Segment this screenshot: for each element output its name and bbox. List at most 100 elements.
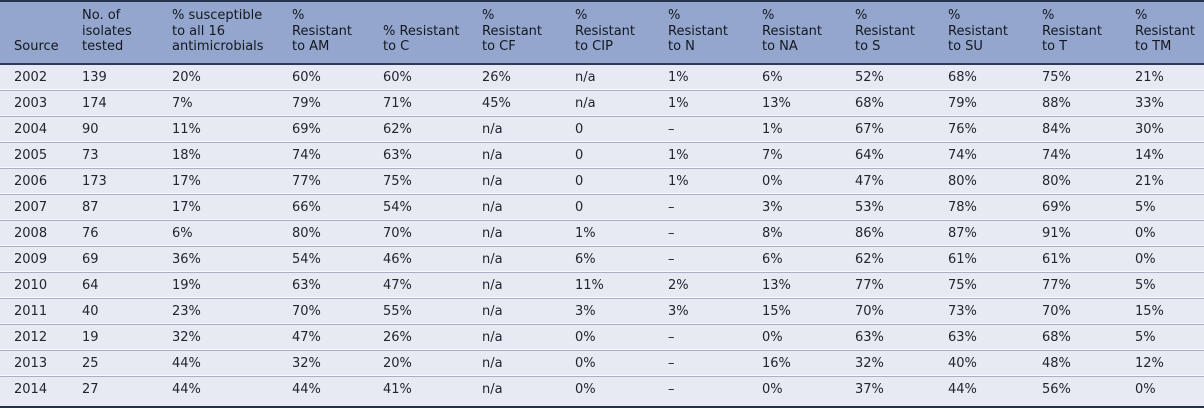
cell-cip: n/a — [561, 64, 654, 91]
cell-am: 69% — [278, 116, 369, 143]
cell-source: 2009 — [0, 246, 68, 273]
cell-susceptible: 11% — [158, 116, 278, 143]
column-header-t: % Resistant to T — [1028, 2, 1121, 65]
cell-na: 8% — [748, 220, 841, 247]
table-header: Source No. of isolates tested% susceptibl… — [0, 2, 1204, 65]
table-row: 2011 40 23% 70% 55% n/a 3% 3% 15% 70% 73% 70% 15% — [0, 298, 1204, 325]
cell-s: 62% — [841, 246, 934, 273]
cell-t: 69% — [1028, 194, 1121, 221]
cell-t: 88% — [1028, 90, 1121, 117]
cell-t: 56% — [1028, 376, 1121, 402]
cell-n: – — [654, 194, 748, 221]
cell-t: 70% — [1028, 298, 1121, 325]
cell-tm: 33% — [1121, 90, 1204, 117]
column-header-na: % Resistant to NA — [748, 2, 841, 65]
cell-susceptible: 44% — [158, 376, 278, 402]
header-row: Source No. of isolates tested% susceptibl… — [0, 2, 1204, 65]
cell-tm: 0% — [1121, 246, 1204, 273]
table-body: 2002 139 20% 60% 60% 26% n/a 1% 6% 52% 68% 75% 21% 20… — [0, 64, 1204, 402]
column-header-n: % Resistant to N — [654, 2, 748, 65]
cell-tm: 5% — [1121, 194, 1204, 221]
table-row: 2012 19 32% 47% 26% n/a 0% –0% 63% 63% 68% 5% — [0, 324, 1204, 351]
cell-source: 2013 — [0, 350, 68, 377]
cell-na: 6% — [748, 64, 841, 91]
cell-isolates: 73 — [68, 142, 158, 169]
cell-na: 3% — [748, 194, 841, 221]
cell-c: 75% — [369, 168, 468, 195]
cell-am: 74% — [278, 142, 369, 169]
column-header-cf: % Resistant to CF — [468, 2, 561, 65]
cell-source: 2007 — [0, 194, 68, 221]
cell-isolates: 90 — [68, 116, 158, 143]
cell-tm: 30% — [1121, 116, 1204, 143]
cell-na: 0% — [748, 168, 841, 195]
column-header-susceptible: % susceptible to all 16 antimicrobials — [158, 2, 278, 65]
cell-c: 20% — [369, 350, 468, 377]
cell-c: 60% — [369, 64, 468, 91]
cell-source: 2003 — [0, 90, 68, 117]
cell-tm: 21% — [1121, 64, 1204, 91]
cell-tm: 21% — [1121, 168, 1204, 195]
cell-tm: 5% — [1121, 272, 1204, 299]
cell-cip: 0% — [561, 376, 654, 402]
cell-c: 55% — [369, 298, 468, 325]
cell-isolates: 174 — [68, 90, 158, 117]
cell-isolates: 139 — [68, 64, 158, 91]
cell-c: 70% — [369, 220, 468, 247]
cell-isolates: 19 — [68, 324, 158, 351]
cell-susceptible: 36% — [158, 246, 278, 273]
cell-su: 78% — [934, 194, 1028, 221]
cell-t: 68% — [1028, 324, 1121, 351]
cell-su: 73% — [934, 298, 1028, 325]
cell-n: – — [654, 350, 748, 377]
cell-cf: n/a — [468, 220, 561, 247]
cell-c: 41% — [369, 376, 468, 402]
cell-susceptible: 6% — [158, 220, 278, 247]
cell-na: 13% — [748, 90, 841, 117]
cell-s: 63% — [841, 324, 934, 351]
cell-na: 7% — [748, 142, 841, 169]
cell-isolates: 76 — [68, 220, 158, 247]
cell-s: 32% — [841, 350, 934, 377]
cell-na: 13% — [748, 272, 841, 299]
cell-su: 79% — [934, 90, 1028, 117]
cell-isolates: 87 — [68, 194, 158, 221]
cell-cf: n/a — [468, 168, 561, 195]
cell-t: 74% — [1028, 142, 1121, 169]
cell-am: 54% — [278, 246, 369, 273]
cell-susceptible: 7% — [158, 90, 278, 117]
cell-t: 77% — [1028, 272, 1121, 299]
cell-c: 47% — [369, 272, 468, 299]
cell-am: 63% — [278, 272, 369, 299]
cell-s: 86% — [841, 220, 934, 247]
cell-c: 46% — [369, 246, 468, 273]
cell-cip: 3% — [561, 298, 654, 325]
cell-n: – — [654, 220, 748, 247]
cell-cf: n/a — [468, 194, 561, 221]
cell-s: 47% — [841, 168, 934, 195]
cell-s: 68% — [841, 90, 934, 117]
cell-na: 0% — [748, 376, 841, 402]
table-row: 2008 76 6% 80% 70% n/a 1% –8% 86% 87% 91% 0% — [0, 220, 1204, 247]
cell-isolates: 40 — [68, 298, 158, 325]
cell-susceptible: 19% — [158, 272, 278, 299]
table-row: 2004 90 11% 69% 62% n/a 0–1% 67% 76% 84% 30% — [0, 116, 1204, 143]
cell-cf: n/a — [468, 324, 561, 351]
column-header-su: % Resistant to SU — [934, 2, 1028, 65]
cell-am: 80% — [278, 220, 369, 247]
table-row: 2006 173 17% 77% 75% n/a 0 1% 0% 47% 80% 80% 21% — [0, 168, 1204, 195]
cell-susceptible: 17% — [158, 168, 278, 195]
cell-source: 2012 — [0, 324, 68, 351]
cell-tm: 14% — [1121, 142, 1204, 169]
cell-t: 84% — [1028, 116, 1121, 143]
cell-tm: 0% — [1121, 376, 1204, 402]
cell-isolates: 173 — [68, 168, 158, 195]
cell-cip: 0 — [561, 194, 654, 221]
cell-n: 3% — [654, 298, 748, 325]
column-header-cip: % Resistant to CIP — [561, 2, 654, 65]
cell-susceptible: 18% — [158, 142, 278, 169]
cell-susceptible: 32% — [158, 324, 278, 351]
table-row: 2010 64 19% 63% 47% n/a 11% 2% 13% 77% 75% 77% 5% — [0, 272, 1204, 299]
cell-cip: 0 — [561, 116, 654, 143]
